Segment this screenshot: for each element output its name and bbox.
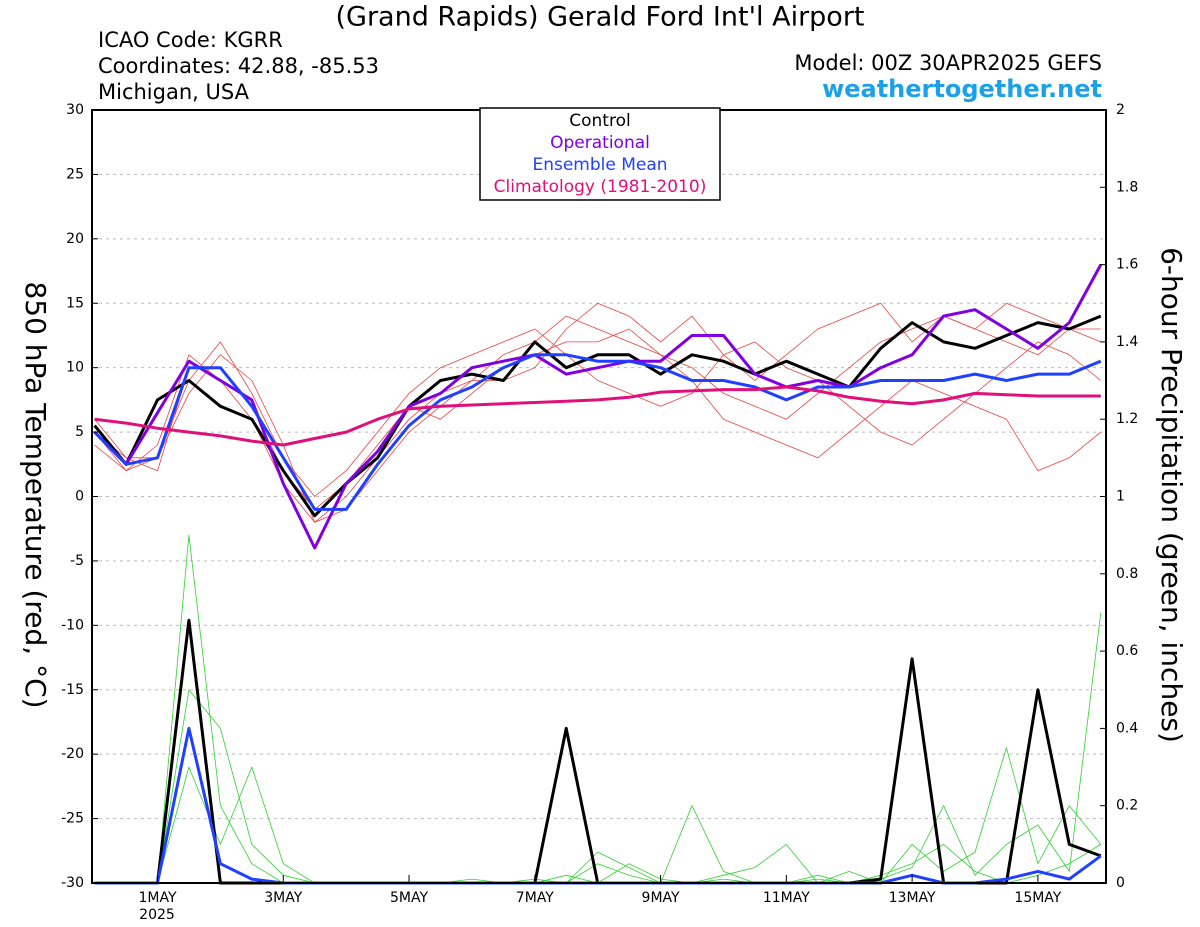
legend-box [479,107,721,201]
y-tick-label: 10 [66,360,84,376]
y-tick-label: -25 [61,811,84,827]
info-line: ICAO Code: KGRR [98,28,283,52]
y2-tick-label: 0.4 [1116,720,1138,736]
legend-entry: Ensemble Mean [532,155,667,175]
y-tick-label: 5 [75,424,84,440]
y2-tick-label: 0.6 [1116,643,1138,659]
y2-tick-label: 1.4 [1116,334,1138,350]
chart-title: (Grand Rapids) Gerald Ford Int'l Airport [335,2,864,33]
x-tick-label: 9MAY [642,890,680,906]
x-tick-label: 15MAY [1014,890,1061,906]
y2-axis-title: 6-hour Precipitation (green, inches) [1155,247,1188,743]
x-sublabel: 2025 [139,907,175,923]
y2-tick-label: 2 [1116,102,1125,118]
series-line [93,314,1102,518]
series-line [93,353,1102,511]
x-tick-label: 3MAY [264,890,302,906]
legend-entry: Operational [550,133,650,153]
y-axis-title: 850 hPa Temperature (red, °C) [19,281,52,708]
legend-entry: Climatology (1981-2010) [494,177,707,197]
y-tick-label: -5 [70,553,84,569]
x-tick-label: 1MAY [138,890,176,906]
series-line [94,385,1101,447]
y-tick-label: -15 [61,682,84,698]
series-line [93,263,1103,550]
y-tick-label: -20 [61,746,84,762]
y2-tick-label: 0.2 [1116,798,1138,814]
x-tick-label: 13MAY [889,890,936,906]
y2-tick-label: 1.8 [1116,179,1138,195]
member-line [94,302,1101,523]
member-line [94,328,1102,497]
y-tick-label: 0 [75,489,84,505]
y-tick-label: -10 [61,617,84,633]
info-line: Coordinates: 42.88, -85.53 [98,54,379,78]
member-line [94,612,1102,884]
axes: -30 -25 -20 -15 -10 -5 0 5 10 15 20 25 30 0 0.2 0.4 0.6 0… [61,102,1138,906]
y-tick-label: -30 [61,875,84,891]
member-line [94,315,1101,523]
model-label: Model: 00Z 30APR2025 GEFS [794,51,1102,75]
y2-tick-label: 0.8 [1116,566,1138,582]
x-tick-label: 7MAY [516,890,554,906]
y-tick-label: 20 [66,231,84,247]
x-tick-label: 5MAY [390,890,428,906]
source-label: weathertogether.net [822,75,1102,103]
x-tick-label: 11MAY [763,890,810,906]
y2-tick-label: 1.2 [1116,411,1138,427]
y2-tick-label: 1.6 [1116,257,1138,273]
y-tick-label: 30 [66,102,84,118]
legend-entry: Control [569,111,630,131]
y-tick-label: 15 [66,295,84,311]
y-tick-label: 25 [66,166,84,182]
y2-tick-label: 1 [1116,489,1125,505]
y2-tick-label: 0 [1116,875,1125,891]
member-line [94,534,1102,884]
info-line: Michigan, USA [98,80,250,104]
